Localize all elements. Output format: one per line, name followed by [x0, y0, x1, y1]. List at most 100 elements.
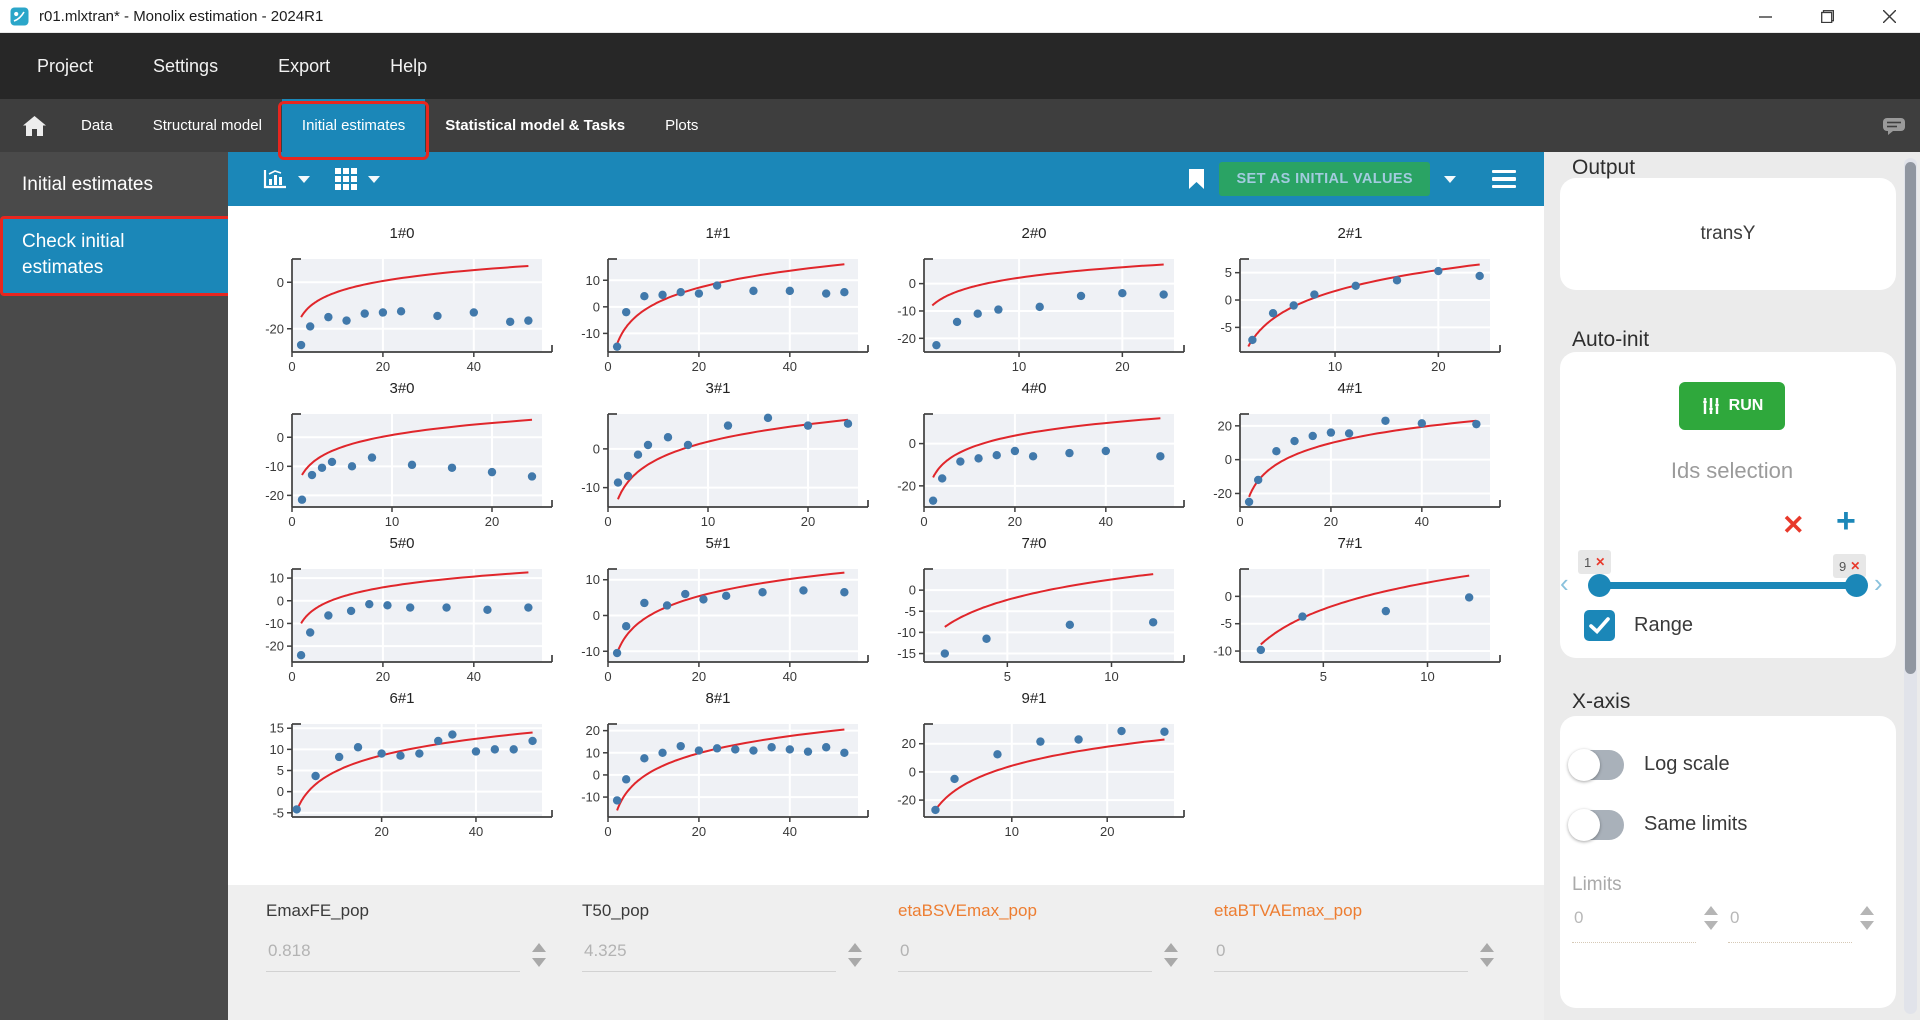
parameter-stepper[interactable] [1480, 942, 1494, 967]
parameter-value-input[interactable]: 0.818 [266, 937, 520, 972]
sidebar-item-check-initial-estimates[interactable]: Check initial estimates [0, 216, 236, 296]
ids-range-slider[interactable] [1588, 574, 1868, 597]
svg-text:0: 0 [593, 767, 600, 782]
run-button-label: RUN [1728, 397, 1764, 414]
plot-type-dropdown-caret[interactable] [298, 175, 310, 183]
close-button[interactable] [1858, 0, 1920, 32]
add-selection-icon[interactable]: + [1836, 502, 1856, 540]
parameter-name: T50_pop [582, 901, 650, 920]
svg-text:10: 10 [586, 572, 600, 587]
sidebar-header: Initial estimates [22, 174, 153, 195]
data-point [982, 634, 991, 643]
slider-handle-min[interactable] [1588, 574, 1611, 597]
panel-scrollbar[interactable] [1904, 158, 1917, 1014]
minimize-button[interactable] [1734, 0, 1796, 32]
tab-data[interactable]: Data [81, 117, 113, 134]
parameter-value-input[interactable]: 0 [1214, 937, 1468, 972]
remove-max-icon[interactable]: ✕ [1850, 559, 1861, 573]
data-point [342, 316, 351, 325]
prediction-curve [1248, 419, 1477, 498]
data-point [821, 289, 831, 298]
parameter-stepper[interactable] [848, 942, 862, 967]
data-point [1289, 301, 1298, 310]
x-axis-section-label: X-axis [1572, 690, 1631, 713]
svg-text:-20: -20 [897, 331, 916, 346]
limit-max-input[interactable] [1728, 902, 1852, 943]
data-point [524, 316, 533, 325]
same-limits-toggle[interactable] [1568, 809, 1624, 841]
menu-item-export[interactable]: Export [278, 56, 331, 76]
range-checkbox[interactable] [1584, 610, 1615, 641]
scrollbar-thumb[interactable] [1905, 162, 1916, 674]
data-point [1392, 276, 1402, 285]
data-point [731, 745, 740, 754]
svg-text:0: 0 [277, 275, 284, 290]
toolbar-menu-icon[interactable] [1492, 169, 1516, 189]
menu-item-help[interactable]: Help [390, 56, 428, 76]
prediction-curve [944, 573, 1154, 628]
plot-type-icon[interactable] [262, 168, 288, 190]
svg-text:10: 10 [1104, 669, 1118, 684]
tab-structural-model[interactable]: Structural model [152, 117, 262, 134]
tab-statistical-model-tasks[interactable]: Statistical model & Tasks [445, 117, 626, 134]
subplot-canvas: 10 20 0 -10 -20 [897, 258, 1185, 374]
data-point [317, 463, 327, 472]
bookmark-icon[interactable] [1188, 168, 1205, 190]
set-as-initial-values-button[interactable]: SET AS INITIAL VALUES [1219, 162, 1430, 196]
slider-handle-max[interactable] [1845, 574, 1868, 597]
parameter-stepper[interactable] [1164, 942, 1178, 967]
data-point [1290, 436, 1299, 446]
svg-text:-10: -10 [897, 625, 916, 640]
data-point [433, 311, 442, 321]
svg-text:0: 0 [1225, 293, 1232, 308]
svg-text:0: 0 [604, 669, 611, 684]
parameter-stepper[interactable] [532, 942, 546, 967]
data-point [621, 775, 631, 784]
menu-item-settings[interactable]: Settings [153, 56, 219, 76]
log-scale-toggle[interactable] [1568, 749, 1624, 781]
remove-min-icon[interactable]: ✕ [1595, 555, 1606, 569]
grid-layout-dropdown-caret[interactable] [368, 175, 380, 183]
output-value[interactable]: transY [1700, 223, 1756, 244]
grid-layout-icon[interactable] [334, 167, 358, 191]
prediction-curve [616, 263, 845, 345]
set-values-dropdown-caret[interactable] [1444, 175, 1456, 183]
menu-item-project[interactable]: Project [37, 56, 94, 76]
svg-text:40: 40 [783, 359, 797, 374]
comments-icon[interactable] [1882, 117, 1906, 135]
data-point [296, 650, 306, 660]
data-point [937, 474, 947, 483]
slider-right-chevron[interactable]: › [1874, 568, 1883, 598]
data-point [1065, 620, 1075, 629]
home-icon[interactable] [22, 115, 47, 137]
limit-min-stepper[interactable] [1704, 906, 1718, 930]
limit-max-stepper[interactable] [1860, 906, 1874, 930]
subplot-canvas: 0 20 40 0 -20 [897, 413, 1185, 529]
tab-plots[interactable]: Plots [665, 117, 699, 134]
subplot-canvas: 0 20 40 20 10 0 -10 [581, 723, 869, 839]
slider-left-chevron[interactable]: ‹ [1560, 568, 1569, 598]
sliders-icon [1701, 398, 1720, 414]
svg-text:10: 10 [270, 571, 284, 586]
remove-selection-icon[interactable]: ✕ [1782, 510, 1805, 540]
subplot-2-0: 2#0 10 20 0 -10 -20 [876, 220, 1192, 375]
parameter-name: etaBSVEmax_pop [898, 901, 1037, 920]
data-point [490, 745, 500, 754]
data-point [1472, 419, 1481, 429]
parameter-value-input[interactable]: 0 [898, 937, 1152, 972]
subplot-5-0: 5#0 0 20 40 10 0 -10 -20 [244, 530, 560, 685]
data-point [396, 751, 405, 760]
svg-text:20: 20 [485, 514, 499, 529]
svg-text:40: 40 [783, 669, 797, 684]
maximize-button[interactable] [1796, 0, 1858, 32]
subplot-title: 7#0 [1021, 535, 1047, 552]
data-point [785, 745, 795, 754]
data-point [1272, 447, 1281, 456]
tab-initial-estimates[interactable]: Initial estimates [277, 99, 430, 160]
run-button[interactable]: RUN [1679, 382, 1785, 430]
limit-min-input[interactable] [1572, 902, 1696, 943]
subplot-canvas: 5 10 0 -5 -10 -15 [897, 568, 1185, 684]
parameter-value-input[interactable]: 4.325 [582, 937, 836, 972]
svg-text:0: 0 [909, 436, 916, 451]
toggle-knob [1568, 809, 1600, 841]
